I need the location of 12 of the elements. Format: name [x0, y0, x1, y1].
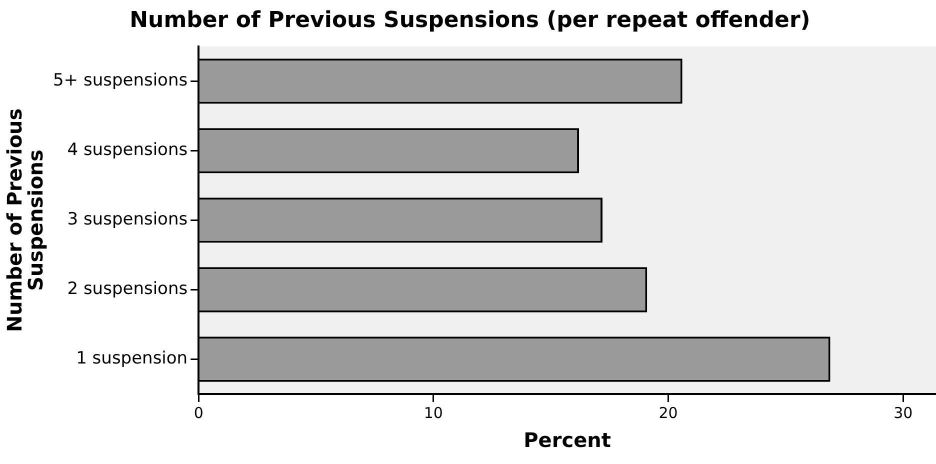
- y-tick-label: 5+ suspensions: [52, 70, 188, 91]
- chart-title: Number of Previous Suspensions (per repeat offender): [130, 8, 810, 33]
- y-axis-title: Number of Previous Suspensions: [2, 108, 48, 332]
- x-tick-label: 20: [658, 404, 678, 422]
- x-tick-label: 30: [894, 404, 913, 422]
- x-tick-label: 10: [424, 404, 443, 422]
- y-tick-label: 2 suspensions: [67, 279, 188, 300]
- x-tick-label: 0: [194, 404, 204, 422]
- y-tick-label: 4 suspensions: [67, 140, 188, 160]
- x-axis-title: Percent: [524, 428, 612, 452]
- y-tick-label: 1 suspension: [76, 348, 188, 369]
- y-tick-label: 3 suspensions: [67, 210, 188, 230]
